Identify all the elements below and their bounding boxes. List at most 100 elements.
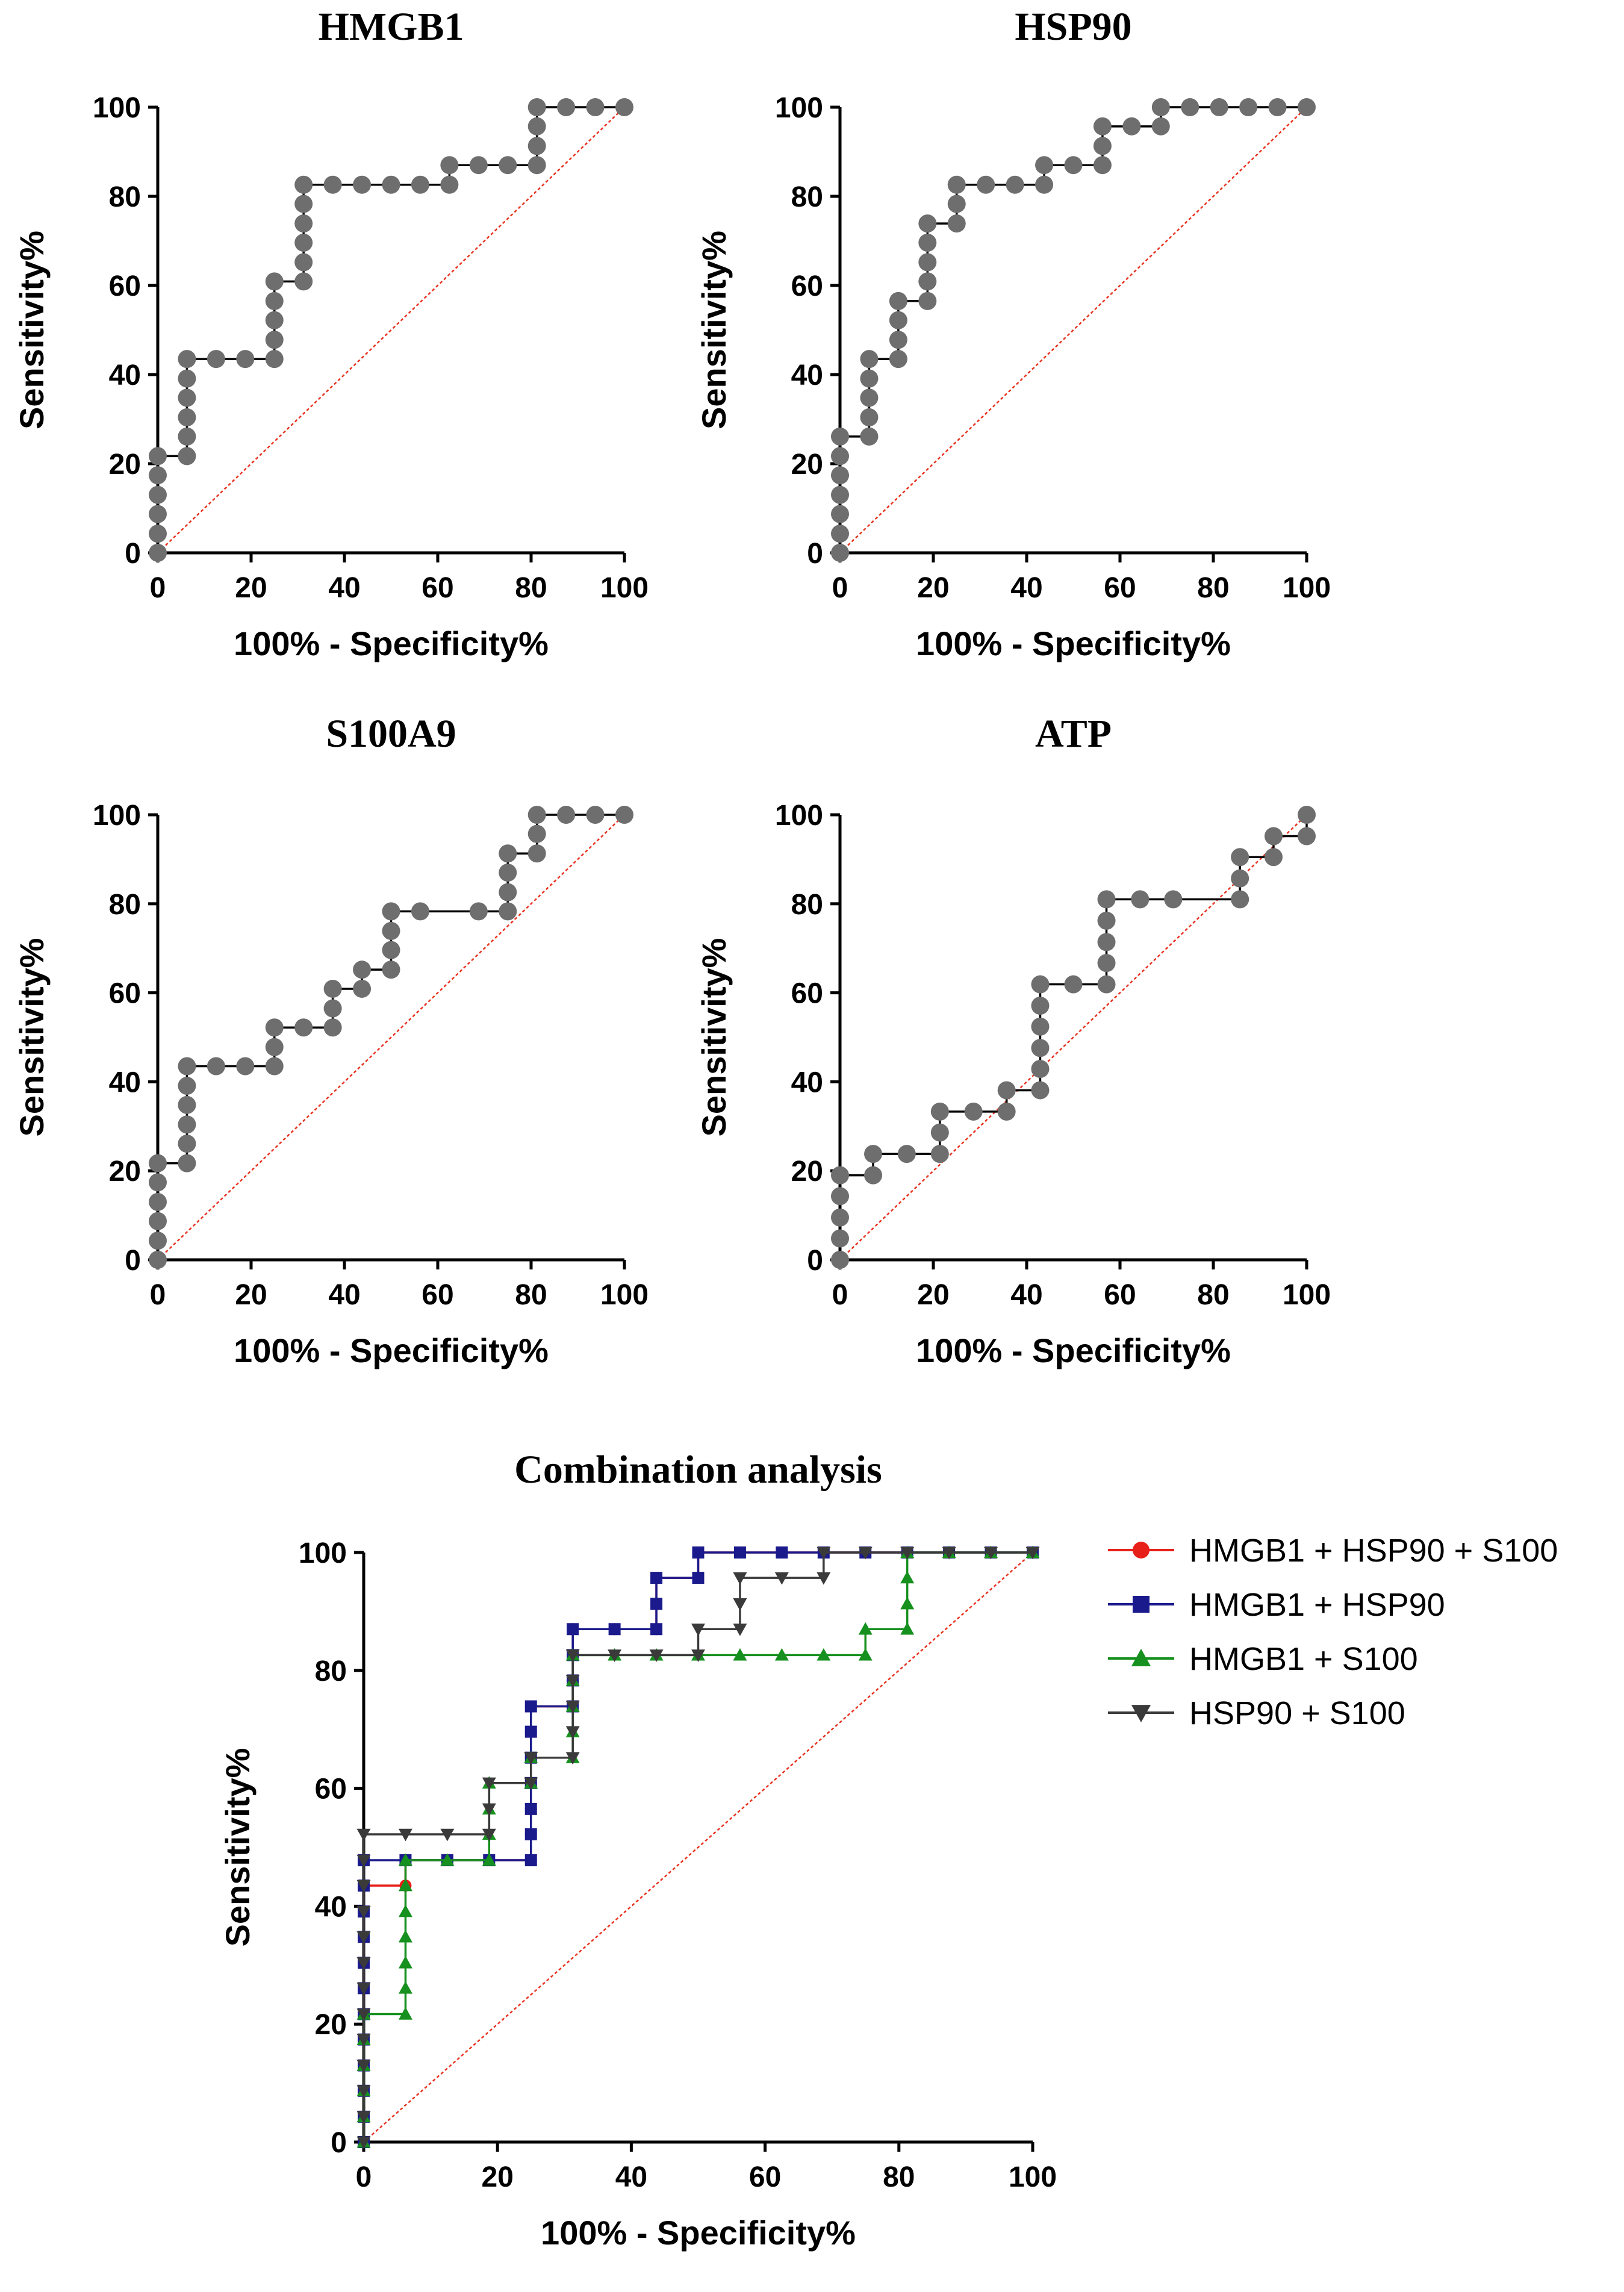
series-1 <box>149 806 633 1269</box>
data-point <box>858 1546 873 1560</box>
data-point <box>527 844 546 863</box>
data-point <box>864 1166 883 1185</box>
data-point <box>930 1123 949 1142</box>
legend-marker <box>1133 1596 1150 1613</box>
y-tick-label: 100 <box>775 92 823 124</box>
data-point <box>1264 827 1283 845</box>
y-tick-label: 20 <box>791 1156 823 1188</box>
data-point <box>1031 997 1050 1015</box>
data-point <box>440 156 459 175</box>
data-point <box>149 525 167 543</box>
data-point <box>499 902 517 921</box>
data-point <box>1031 1059 1050 1078</box>
data-point <box>831 1229 849 1248</box>
data-point <box>860 408 879 427</box>
data-point <box>691 1649 705 1662</box>
y-tick-label: 100 <box>775 800 823 832</box>
data-point <box>353 175 372 194</box>
data-point <box>615 98 633 116</box>
x-tick-label: 20 <box>235 1279 267 1311</box>
data-point <box>265 1038 284 1056</box>
y-tick-label: 80 <box>109 181 141 213</box>
data-point <box>586 806 605 824</box>
reference-line <box>363 1552 1033 2143</box>
data-point <box>265 350 284 369</box>
data-point <box>615 806 633 824</box>
x-tick-label: 0 <box>832 572 848 604</box>
reference-line <box>157 814 625 1260</box>
data-point <box>265 311 284 329</box>
data-point <box>947 195 966 213</box>
x-tick-label: 80 <box>883 2161 915 2193</box>
data-point <box>1097 933 1116 951</box>
data-point <box>900 1622 915 1635</box>
data-point <box>860 427 879 446</box>
data-point <box>831 1251 849 1269</box>
data-point <box>149 544 167 562</box>
data-point <box>1031 1017 1050 1036</box>
data-point <box>650 1623 663 1636</box>
data-point <box>527 98 546 116</box>
data-point <box>356 1879 371 1893</box>
data-point <box>918 253 937 272</box>
series-1 <box>149 98 633 562</box>
y-tick-label: 0 <box>331 2127 347 2159</box>
x-tick-label: 100 <box>1009 2161 1057 2193</box>
y-tick-label: 80 <box>315 1655 347 1687</box>
data-point <box>482 1828 496 1842</box>
data-point <box>831 1187 849 1206</box>
data-point <box>1298 827 1316 845</box>
data-point <box>356 1957 371 1970</box>
y-tick-label: 100 <box>93 800 141 832</box>
data-point <box>918 214 937 233</box>
data-point <box>294 1018 313 1037</box>
data-point <box>817 1648 831 1661</box>
data-point <box>440 175 459 194</box>
data-point <box>524 1777 538 1790</box>
y-tick-label: 100 <box>299 1537 347 1569</box>
data-point <box>930 1102 949 1121</box>
data-point <box>469 902 488 921</box>
data-point <box>149 1173 167 1192</box>
data-point <box>149 466 167 485</box>
data-point <box>265 291 284 310</box>
y-tick-label: 60 <box>109 978 141 1010</box>
y-axis-label: Sensitivity% <box>13 938 51 1137</box>
data-point <box>527 156 546 175</box>
y-tick-label: 40 <box>109 360 141 391</box>
data-point <box>947 214 966 233</box>
data-point <box>323 979 342 998</box>
data-point <box>1122 117 1141 135</box>
y-tick-label: 40 <box>791 360 823 391</box>
data-point <box>178 447 196 466</box>
data-point <box>149 1154 167 1172</box>
series-line <box>157 106 624 553</box>
data-point <box>323 175 342 194</box>
data-point <box>557 98 576 116</box>
data-point <box>1031 1039 1050 1057</box>
data-point <box>398 2007 412 2020</box>
data-point <box>294 233 313 252</box>
data-point <box>831 505 849 523</box>
data-point <box>649 1649 664 1662</box>
y-tick-label: 0 <box>125 538 141 570</box>
data-point <box>356 1906 371 1919</box>
legend-label: HSP90 + S100 <box>1189 1695 1405 1731</box>
data-point <box>817 1572 831 1585</box>
chart-title: HMGB1 <box>319 5 464 49</box>
x-tick-label: 20 <box>235 572 267 604</box>
data-point <box>178 350 196 369</box>
data-point <box>1151 98 1170 116</box>
data-point <box>942 1546 956 1560</box>
y-tick-label: 100 <box>93 92 141 124</box>
y-tick-label: 60 <box>791 270 823 302</box>
data-point <box>1035 156 1054 175</box>
x-tick-label: 0 <box>832 1279 848 1311</box>
data-point <box>831 1208 849 1227</box>
data-point <box>977 175 995 194</box>
data-point <box>265 331 284 349</box>
data-point <box>178 1095 196 1114</box>
data-point <box>382 175 400 194</box>
data-point <box>524 1802 537 1815</box>
data-point <box>356 1828 371 1842</box>
